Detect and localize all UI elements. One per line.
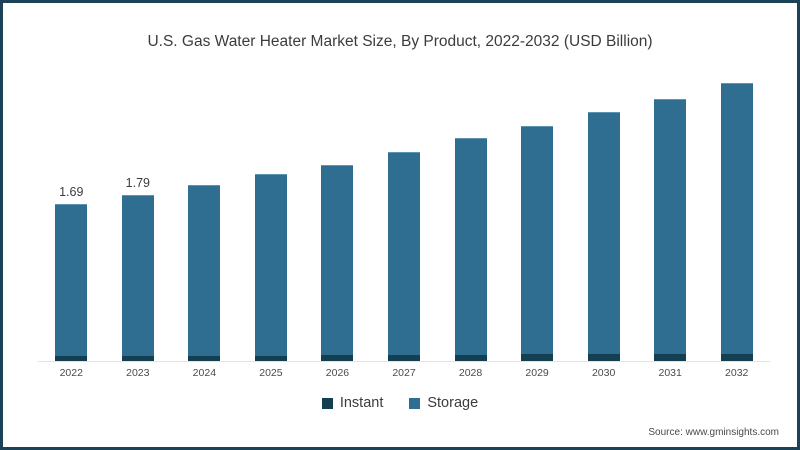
bar-group[interactable] [388, 151, 420, 361]
category-tick-label: 2030 [591, 367, 616, 379]
bar-segment-storage[interactable] [521, 125, 554, 355]
bar-segment-storage[interactable] [587, 112, 620, 355]
bar-segment-instant[interactable] [388, 355, 420, 361]
legend-swatch-icon [321, 397, 333, 409]
legend-label: Storage [427, 395, 479, 411]
category-tick-label: 2026 [325, 367, 350, 379]
category-tick-label: 2028 [458, 367, 483, 379]
bar-value-label: 1.69 [59, 184, 84, 199]
bar-segment-storage[interactable] [254, 174, 287, 357]
bar-group[interactable] [521, 125, 554, 361]
bar-group[interactable] [454, 138, 487, 361]
category-tick-label: 2022 [59, 367, 83, 379]
chart-legend: Instant Storage [3, 395, 797, 411]
bar-segment-instant[interactable] [254, 356, 287, 361]
category-axis-line [38, 361, 770, 362]
bar-segment-instant[interactable] [55, 356, 88, 361]
bar-segment-storage[interactable] [188, 185, 221, 357]
bar-group[interactable] [254, 174, 287, 361]
bar-group[interactable] [654, 99, 687, 361]
bar-segment-storage[interactable] [654, 99, 687, 355]
category-tick-label: 2023 [126, 367, 150, 379]
category-tick-label: 2027 [392, 367, 416, 379]
bar-segment-instant[interactable] [521, 354, 554, 361]
chart-title: U.S. Gas Water Heater Market Size, By Pr… [147, 33, 653, 50]
legend-item[interactable]: Instant [321, 395, 384, 411]
bar-segment-storage[interactable] [121, 194, 154, 357]
bar-segment-storage[interactable] [388, 151, 420, 356]
bar-segment-storage[interactable] [720, 83, 753, 354]
source-attribution: Source: www.gminsights.com [648, 427, 779, 438]
bar-group[interactable]: 1.69 [55, 185, 88, 361]
bar-segment-instant[interactable] [720, 353, 753, 361]
legend-swatch-icon [409, 397, 421, 409]
legend-item[interactable]: Storage [409, 395, 478, 411]
bar-segment-instant[interactable] [654, 354, 687, 361]
bar-segment-instant[interactable] [587, 354, 620, 361]
bar-value-label: 1.79 [125, 175, 150, 190]
category-tick-label: 2029 [525, 367, 549, 379]
bar-segment-storage[interactable] [321, 164, 354, 356]
bar-group[interactable] [587, 112, 620, 361]
bar-segment-instant[interactable] [454, 355, 487, 361]
category-tick-label: 2032 [725, 367, 749, 379]
category-tick-label: 2031 [658, 367, 682, 379]
bar-segment-instant[interactable] [121, 356, 154, 361]
bar-segment-storage[interactable] [55, 203, 88, 357]
bar-group[interactable]: 1.79 [121, 176, 154, 361]
bar-group[interactable] [321, 164, 354, 361]
bar-segment-instant[interactable] [321, 355, 354, 361]
bar-group[interactable] [188, 185, 221, 361]
category-tick-label: 2025 [259, 367, 283, 379]
legend-label: Instant [339, 395, 384, 411]
bar-group[interactable] [720, 83, 753, 361]
bar-segment-instant[interactable] [188, 356, 221, 361]
bar-segment-storage[interactable] [454, 138, 487, 356]
category-tick-label: 2024 [192, 367, 217, 379]
